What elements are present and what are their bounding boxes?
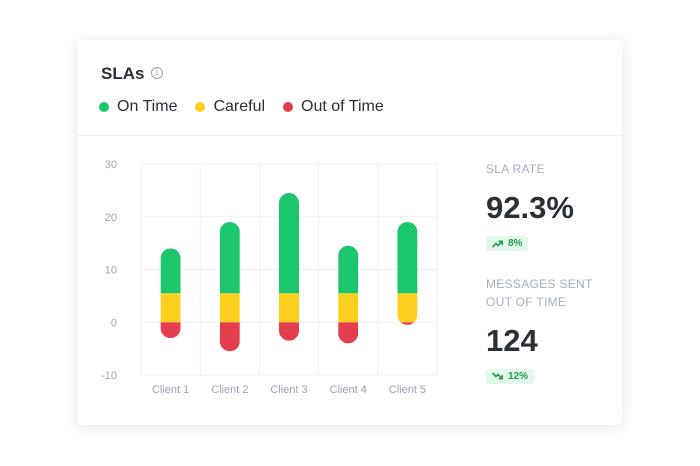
messages-out-change-badge: 12% — [486, 368, 535, 384]
bar-out-of-time — [279, 322, 299, 341]
y-tick-label: 20 — [105, 212, 117, 224]
bar-careful — [338, 293, 359, 323]
bar-careful — [397, 293, 418, 323]
sla-rate-change-badge: 8% — [486, 236, 529, 251]
bar-careful — [219, 293, 240, 323]
bar-on-time — [338, 245, 359, 294]
legend-label: Out of Time — [301, 98, 384, 115]
bar-on-time — [160, 248, 181, 294]
legend-dot-out-of-time — [283, 102, 294, 112]
legend: On Time Careful Out of Time — [99, 98, 384, 116]
info-icon[interactable]: i — [151, 67, 163, 79]
bar-out-of-time — [219, 322, 240, 352]
bar-on-time — [279, 193, 299, 294]
messages-out-label-line2: OUT OF TIME — [486, 294, 567, 309]
y-tick-label: 10 — [105, 265, 117, 277]
card-title: SLAs — [101, 64, 145, 83]
legend-label: Careful — [213, 98, 266, 115]
x-tick-label: Client 2 — [211, 384, 248, 396]
bar-careful — [279, 293, 299, 323]
bar-on-time — [397, 222, 418, 294]
x-tick-label: Client 1 — [152, 384, 189, 396]
x-tick-label: Client 4 — [330, 384, 367, 396]
bar-careful — [160, 293, 181, 323]
messages-out-label-line1: MESSAGES SENT — [486, 276, 593, 291]
stats-panel: SLA RATE 92.3% 8% MESSAGES SENT OUT OF T… — [486, 160, 606, 385]
y-tick-label: 30 — [105, 159, 117, 171]
bar-out-of-time — [397, 322, 418, 325]
messages-out-change: 12% — [508, 370, 529, 382]
sla-rate-change: 8% — [508, 238, 523, 249]
bar-on-time — [219, 222, 240, 294]
messages-out-value: 124 — [486, 322, 538, 358]
legend-dot-on-time — [99, 102, 109, 112]
y-tick-label: -10 — [101, 370, 117, 382]
legend-item-careful: Careful — [195, 98, 265, 116]
legend-label: On Time — [117, 98, 178, 115]
y-tick-label: 0 — [111, 317, 117, 329]
legend-item-on-time: On Time — [99, 98, 177, 116]
bar-out-of-time — [338, 322, 359, 344]
x-tick-label: Client 3 — [270, 384, 307, 396]
legend-dot-careful — [195, 102, 206, 112]
sla-rate-value: 92.3% — [486, 190, 574, 225]
x-tick-label: Client 5 — [389, 384, 426, 396]
sla-card: SLAs i On Time Careful Out of Time -10 0 1… — [77, 40, 622, 425]
sla-bar-chart: -10 0 10 20 30 Client 1 Client 2 Client 3 Client… — [101, 159, 438, 396]
trend-up-icon — [492, 239, 503, 248]
card-header: SLAs i On Time Careful Out of Time — [77, 40, 622, 136]
trend-down-icon — [492, 372, 503, 380]
bar-out-of-time — [160, 322, 181, 339]
sla-rate-label: SLA RATE — [486, 162, 545, 176]
legend-item-out-of-time: Out of Time — [283, 98, 384, 116]
